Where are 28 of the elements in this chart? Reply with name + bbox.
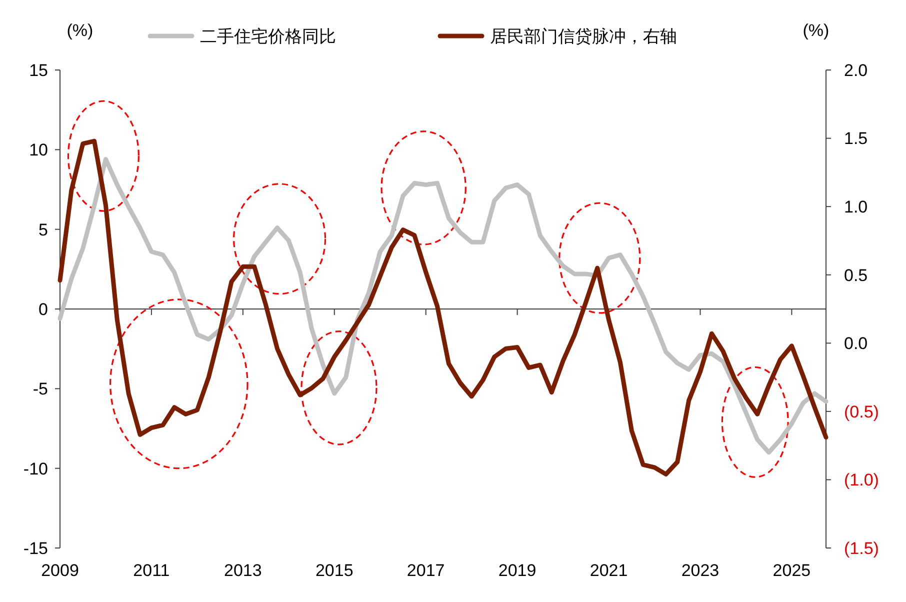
x-tick-label: 2023 [681, 561, 720, 580]
x-tick-label: 2013 [224, 561, 262, 580]
y2-tick-label: 0.5 [844, 266, 868, 285]
x-tick-label: 2025 [772, 561, 811, 580]
y-tick-label: 15 [29, 60, 48, 80]
y2-axis-title: (%) [802, 21, 830, 40]
y2-tick-label: 0.0 [844, 334, 868, 354]
x-tick-label: 2011 [133, 561, 170, 580]
y2-tick-label: 1.0 [844, 198, 868, 217]
y-tick-label: -10 [23, 459, 48, 478]
y-tick-label: 10 [29, 140, 48, 160]
y2-tick-label: 1.5 [844, 129, 868, 148]
x-tick-label: 2009 [41, 561, 79, 580]
legend-label: 居民部门信贷脉冲，右轴 [490, 26, 677, 46]
y-tick-label: -5 [32, 380, 48, 399]
y2-tick-label: (1.5) [844, 538, 879, 558]
y-tick-label: -15 [23, 538, 48, 558]
y2-tick-label: 2.0 [844, 60, 868, 80]
x-tick-label: 2017 [406, 561, 445, 580]
y-axis-title: (%) [66, 21, 94, 40]
y-tick-label: 0 [38, 300, 48, 319]
y2-tick-label: (0.5) [844, 402, 879, 422]
y2-tick-label: (1.0) [844, 470, 879, 490]
x-tick-label: 2019 [498, 561, 536, 580]
x-tick-label: 2021 [590, 561, 628, 580]
x-tick-label: 2015 [315, 561, 354, 580]
y-tick-label: 5 [38, 220, 48, 240]
legend-label: 二手住宅价格同比 [200, 26, 336, 46]
